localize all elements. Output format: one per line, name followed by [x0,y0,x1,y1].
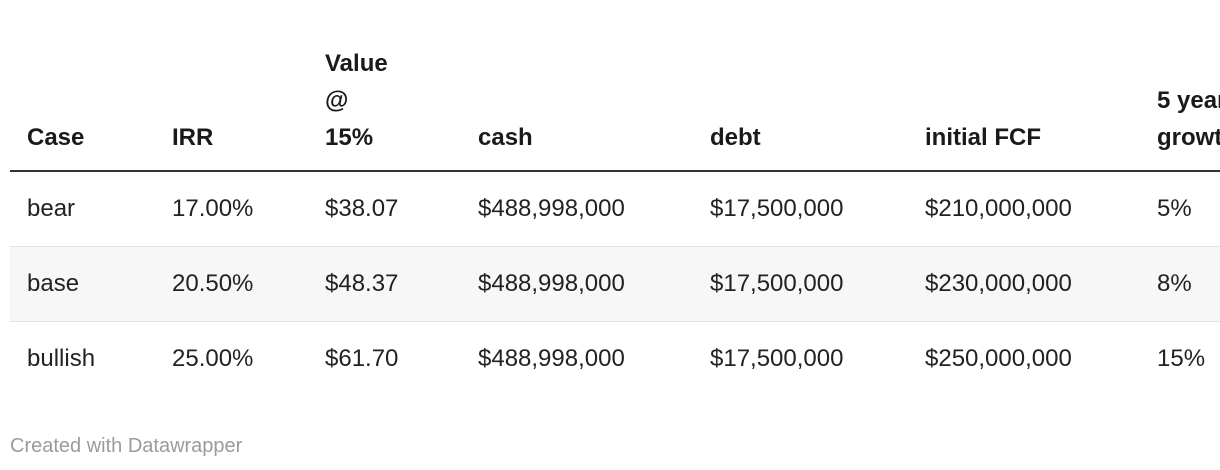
table-cell: $210,000,000 [925,195,1072,222]
table-cell: 20.50% [155,246,308,322]
column-header-irr: IRR [155,20,308,172]
data-table: Case IRR Value @ 15% cash debt initial F… [10,20,1220,396]
column-header-value-at-15: Value @ 15% [308,20,461,172]
table-cell: $61.70 [308,321,461,396]
table-cell: $230,000,000 [908,246,1140,322]
table-header-row: Case IRR Value @ 15% cash debt initial F… [10,20,1220,172]
table-cell: $488,998,000 [461,246,693,322]
table-cell: $38.07 [325,195,399,222]
table-cell: 8% [1140,246,1220,322]
column-header-debt: debt [693,20,908,172]
table-cell: $488,998,000 [478,195,625,222]
table-row-bear: bear 17.00% $38.07 $488,998,000 $17,500,… [10,171,1220,247]
table-cell: $17,500,000 [693,246,908,322]
table-cell: $250,000,000 [908,321,1140,396]
table-cell: $48.37 [308,246,461,322]
table-cell: 5% [1157,195,1192,222]
table-row-bullish: bullish 25.00% $61.70 $488,998,000 $17,5… [10,321,1220,396]
column-header-5-year-growth: 5 year growth [1140,20,1220,172]
column-header-case: Case [10,20,155,172]
table-row-base: base 20.50% $48.37 $488,998,000 $17,500,… [10,246,1220,322]
table-header: Case IRR Value @ 15% cash debt initial F… [10,20,1220,172]
table-cell: $17,500,000 [710,195,844,222]
table-cell: 17.00% [172,195,254,222]
table-cell: bear [27,195,76,222]
table-cell: 25.00% [155,321,308,396]
table-cell: $17,500,000 [693,321,908,396]
datawrapper-credit-link[interactable]: Created with Datawrapper [10,435,243,457]
column-header-cash: cash [461,20,693,172]
table-cell: bullish [10,321,155,396]
table-cell: 15% [1140,321,1220,396]
table-cell: $488,998,000 [461,321,693,396]
column-header-initial-fcf: initial FCF [908,20,1140,172]
table-body: bear 17.00% $38.07 $488,998,000 $17,500,… [10,171,1220,396]
table-cell: base [10,246,155,322]
